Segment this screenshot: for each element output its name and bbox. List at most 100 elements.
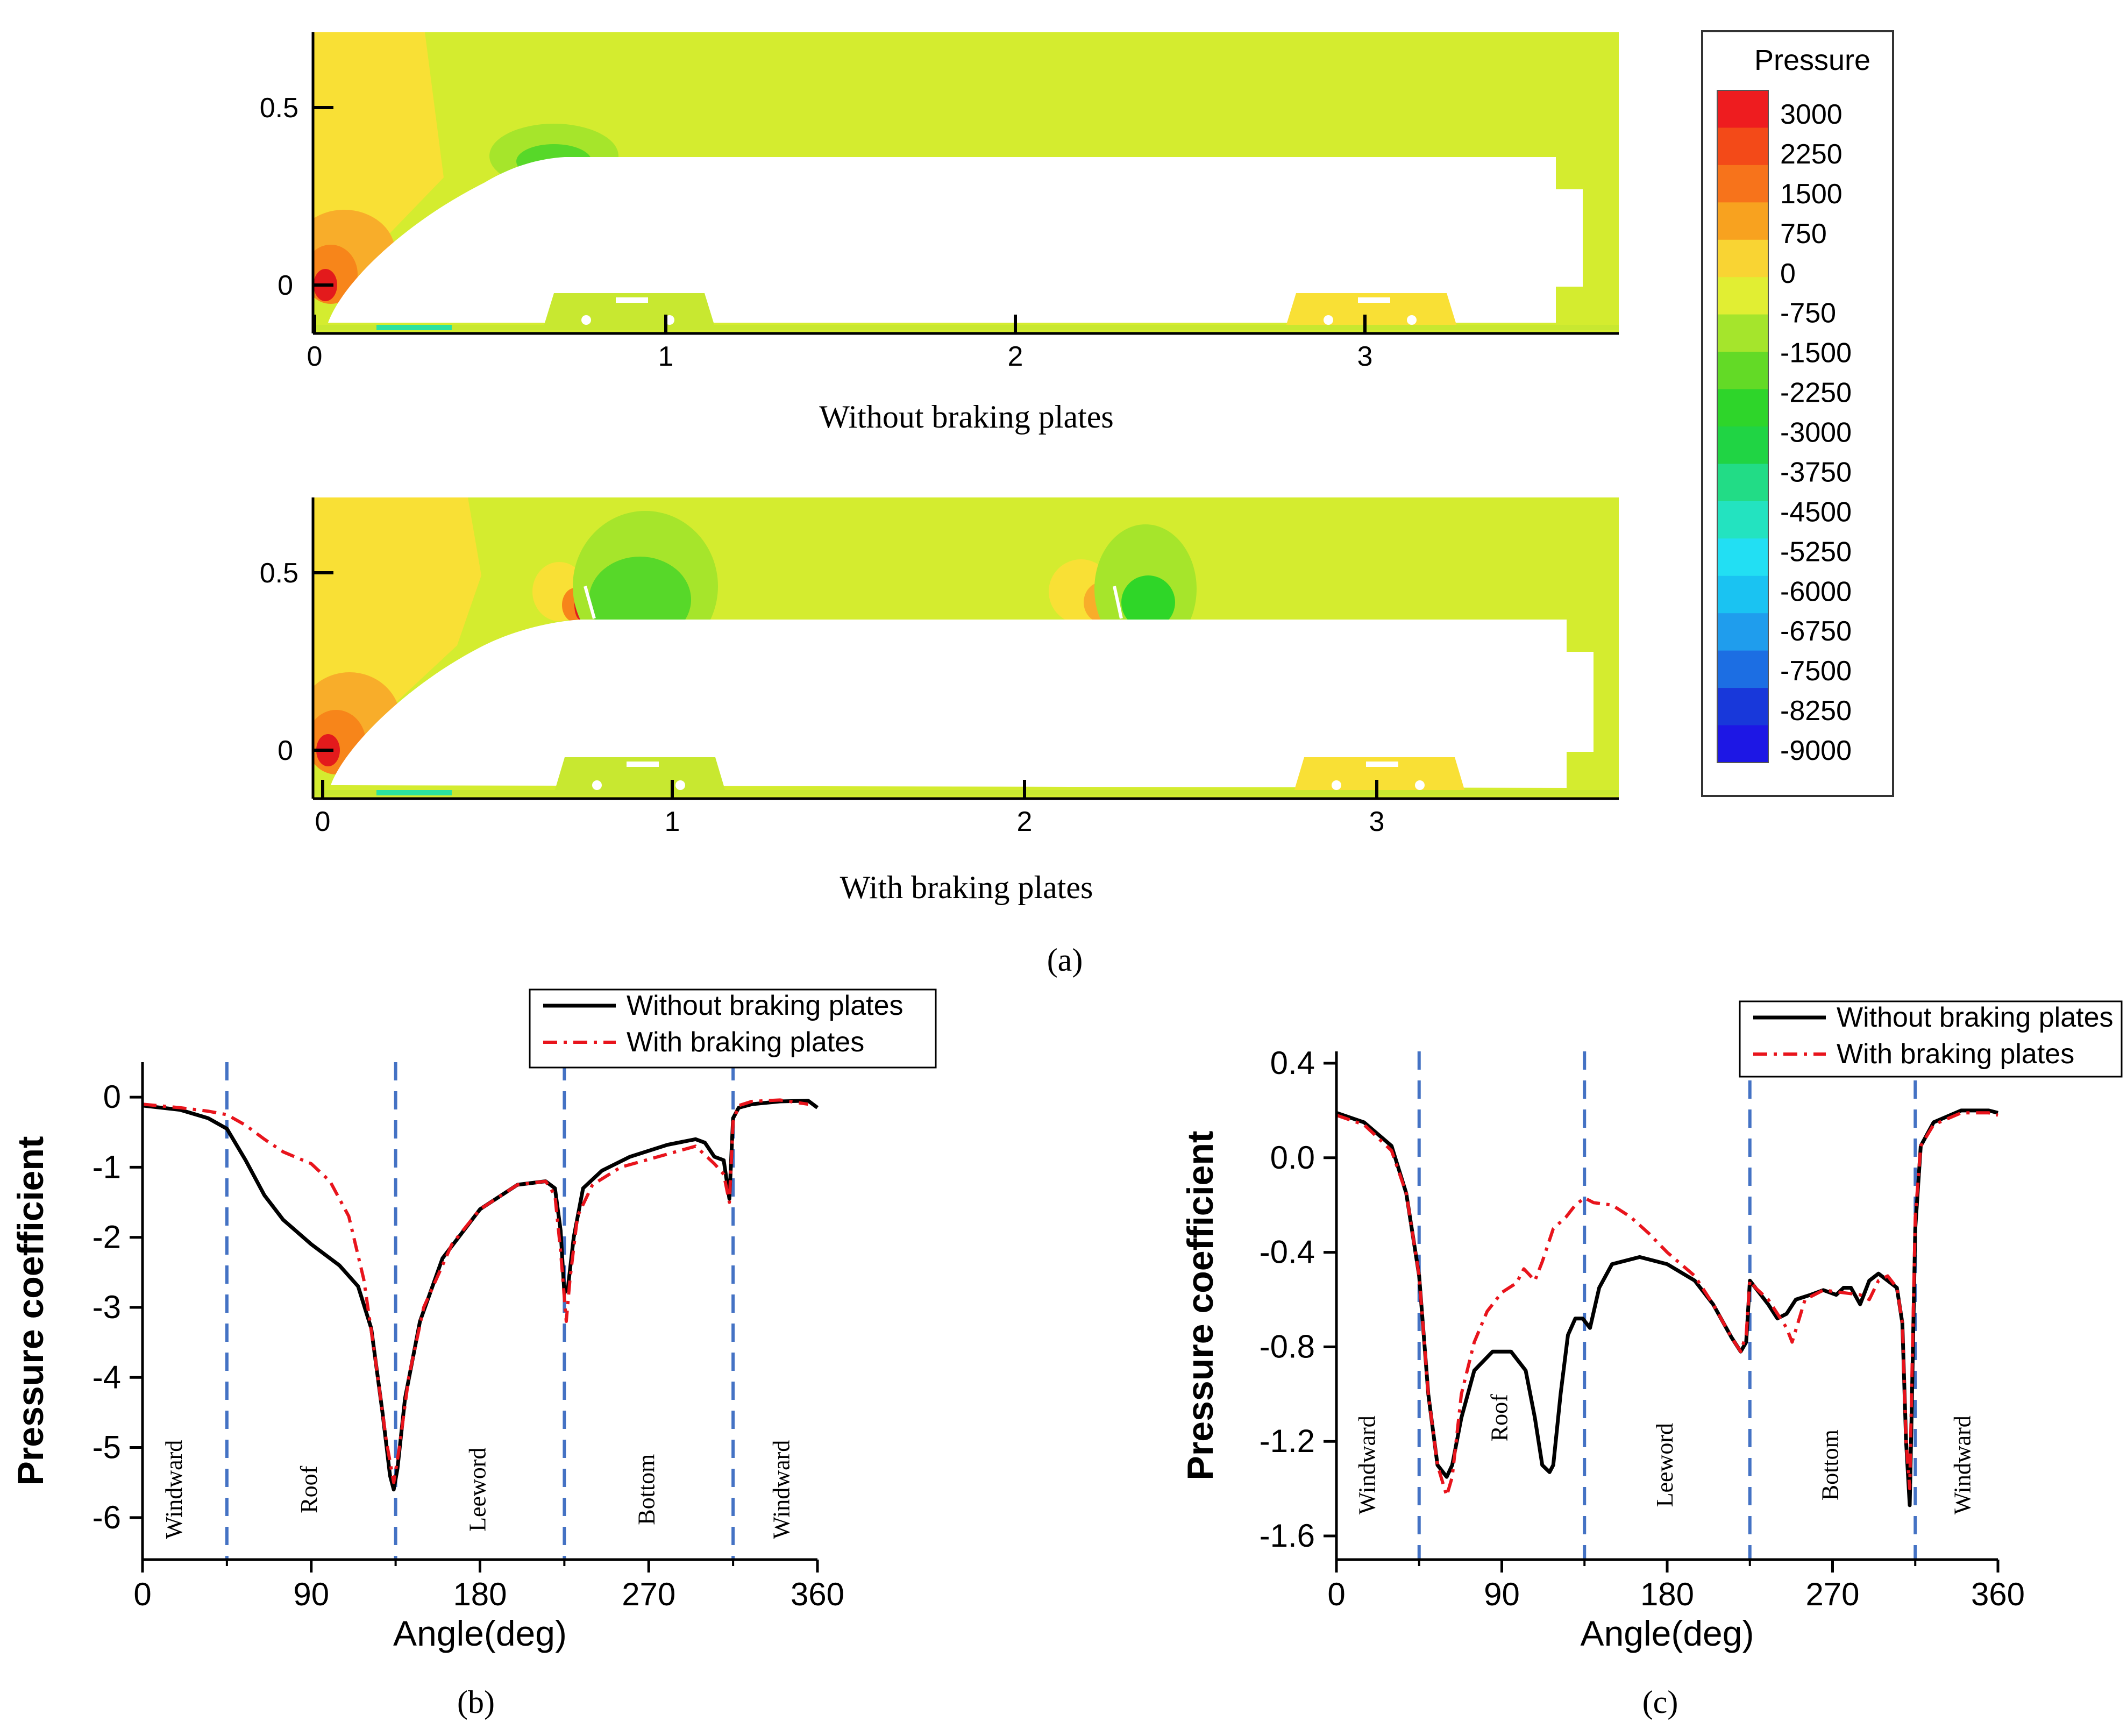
pressure-legend-label: -9000	[1780, 735, 1852, 766]
region-label: Roof	[1486, 1394, 1513, 1441]
contour-bottom-ytick-1: 0	[278, 735, 293, 766]
pressure-legend-label: -3750	[1780, 457, 1852, 488]
pressure-legend: Pressure 3000 2250 1500 750 0 -750 -1500 -2250 -…	[1701, 30, 1894, 797]
y-tick-label: -1.2	[1260, 1423, 1315, 1459]
contour-bottom-ytick-0: 0.5	[260, 558, 298, 589]
x-tick-label: 0	[133, 1576, 151, 1612]
region-label: Leeword	[465, 1448, 491, 1532]
contour-bottom-xtick-0: 0	[315, 806, 331, 837]
pressure-swatch	[1717, 314, 1768, 352]
chart-legend	[529, 988, 937, 1069]
pressure-legend-label: -750	[1780, 298, 1836, 329]
region-label: Windward	[1354, 1415, 1381, 1514]
pressure-legend-label: -8250	[1780, 695, 1852, 727]
x-tick-label: 270	[622, 1576, 675, 1612]
pressure-swatch	[1717, 426, 1768, 464]
y-tick-label: -1.6	[1260, 1518, 1315, 1554]
x-tick-label: 180	[1640, 1576, 1694, 1612]
x-tick-label: 360	[791, 1576, 844, 1612]
contour-bottom-caption: With braking plates	[840, 870, 1093, 905]
y-tick-label: -6	[93, 1499, 121, 1535]
pressure-swatch	[1717, 352, 1768, 390]
pressure-swatch	[1717, 688, 1768, 726]
pressure-swatch	[1717, 127, 1768, 166]
contour-top-caption: Without braking plates	[819, 399, 1113, 435]
x-tick-label: 180	[453, 1576, 507, 1612]
x-tick-label: 90	[1484, 1576, 1520, 1612]
contour-plot-with-plates	[312, 497, 1619, 799]
y-tick-label: -5	[93, 1429, 121, 1465]
region-label: Windward	[1950, 1415, 1976, 1514]
pressure-legend-swatches	[1717, 90, 1769, 763]
series-line-with-plates	[142, 1098, 809, 1484]
panel-label-a: (a)	[1047, 942, 1083, 978]
x-axis-title: Angle(deg)	[393, 1613, 567, 1653]
pressure-legend-title: Pressure	[1754, 44, 1870, 76]
y-tick-label: -2	[93, 1219, 121, 1255]
y-tick-label: -4	[93, 1359, 121, 1395]
pressure-legend-label: 3000	[1780, 99, 1843, 130]
y-tick-label: -0.8	[1260, 1328, 1315, 1364]
region-label: Roof	[296, 1465, 322, 1513]
pressure-legend-label: -4500	[1780, 496, 1852, 528]
region-label: Bottom	[1817, 1429, 1844, 1500]
contour-top-xtick-1: 1	[658, 341, 674, 372]
contour-bottom-axes	[311, 497, 1619, 800]
pressure-swatch	[1717, 650, 1768, 688]
region-label: Bottom	[633, 1454, 659, 1525]
pressure-swatch	[1717, 538, 1768, 577]
legend-entry: Without braking plates	[1837, 1002, 2114, 1033]
x-tick-label: 270	[1805, 1576, 1859, 1612]
contour-top-xtick-2: 2	[1008, 341, 1023, 372]
contour-bottom-xtick-1: 1	[665, 806, 680, 837]
region-label: Windward	[768, 1440, 794, 1539]
contour-ticks	[313, 106, 1378, 799]
pressure-swatch	[1717, 165, 1768, 203]
x-axis-title: Angle(deg)	[1581, 1613, 1754, 1653]
legend-entry: With braking plates	[1837, 1038, 2074, 1070]
chart-legend	[1739, 1000, 2123, 1078]
pressure-swatch	[1717, 613, 1768, 651]
pressure-swatch	[1717, 575, 1768, 614]
pressure-swatch-frame	[1717, 90, 1769, 763]
pressure-legend-label: -5250	[1780, 536, 1852, 567]
pressure-legend-label: -7500	[1780, 656, 1852, 687]
pressure-swatch	[1717, 90, 1768, 128]
pressure-legend-label: 1500	[1780, 179, 1843, 210]
x-tick-label: 360	[1971, 1576, 2025, 1612]
pressure-swatch	[1717, 239, 1768, 278]
panel-label-b: (b)	[457, 1684, 495, 1720]
pressure-legend-label: -1500	[1780, 338, 1852, 369]
y-tick-label: 0.0	[1270, 1140, 1315, 1176]
pressure-legend-label: 750	[1780, 218, 1827, 250]
contour-plot-without-plates	[312, 32, 1619, 333]
y-axis-title: Pressure coefficient	[10, 1136, 51, 1485]
pressure-legend-label: 2250	[1780, 139, 1843, 170]
y-tick-label: 0.4	[1270, 1045, 1315, 1081]
pressure-legend-label: 0	[1780, 258, 1796, 289]
series-line-with-plates	[1336, 1111, 1998, 1498]
pressure-legend-label: -2250	[1780, 378, 1852, 409]
region-label: Windward	[161, 1440, 187, 1539]
panel-label-c: (c)	[1642, 1684, 1678, 1720]
contour-top-ytick-1: 0	[278, 270, 293, 301]
pressure-swatch	[1717, 202, 1768, 240]
chart-b: Windward Roof Leeword Bottom Windward 0 90 180 2…	[10, 988, 937, 1653]
y-axis-title: Pressure coefficient	[1180, 1130, 1221, 1480]
y-tick-label: 0	[103, 1079, 121, 1115]
contour-bottom-xtick-3: 3	[1369, 806, 1385, 837]
region-label: Leeword	[1652, 1423, 1678, 1507]
y-tick-label: -1	[93, 1149, 121, 1185]
contour-top-xtick-0: 0	[307, 341, 323, 372]
pressure-legend-label: -3000	[1780, 417, 1852, 449]
pressure-legend-label: -6000	[1780, 576, 1852, 607]
x-tick-label: 90	[293, 1576, 329, 1612]
pressure-swatch	[1717, 725, 1768, 763]
pressure-swatch	[1717, 277, 1768, 315]
pressure-legend-label: -6750	[1780, 616, 1852, 647]
y-tick-label: -3	[93, 1289, 121, 1325]
contour-top-ytick-0: 0.5	[260, 93, 298, 124]
pressure-swatch	[1717, 501, 1768, 539]
pressure-swatch	[1717, 464, 1768, 502]
